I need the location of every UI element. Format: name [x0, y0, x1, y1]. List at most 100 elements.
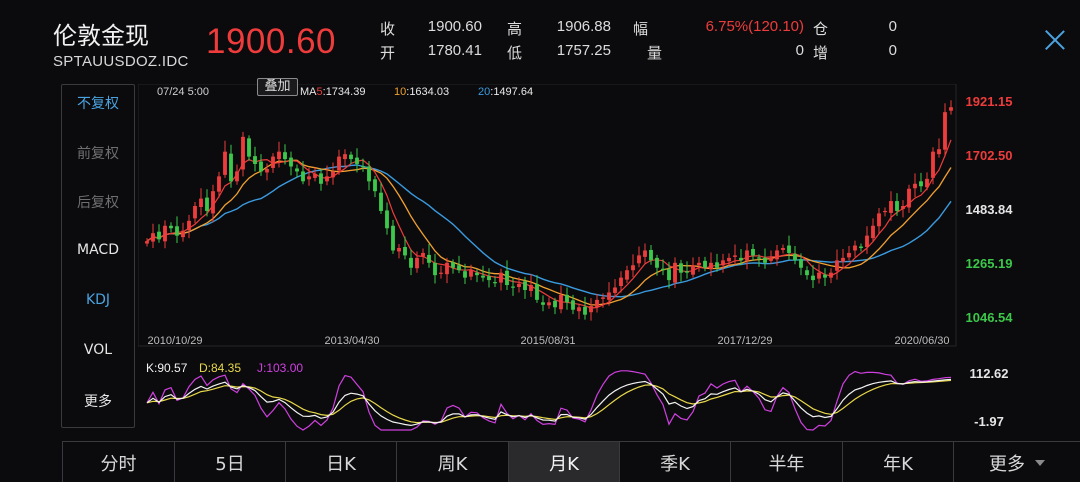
candle	[253, 146, 257, 172]
tab-yearly-k[interactable]: 年K	[842, 442, 953, 482]
kdj-tick-label: 112.62	[969, 366, 1008, 381]
menu-kdj[interactable]: KDJ	[85, 292, 111, 308]
ma10-value: 1634.03	[409, 86, 449, 98]
kdj-d-value: D:84.35	[199, 361, 241, 375]
candle	[277, 141, 281, 168]
candle	[553, 297, 557, 315]
candle	[943, 103, 947, 157]
tab-quarterly-k[interactable]: 季K	[619, 442, 730, 482]
candle	[877, 207, 881, 234]
candle	[427, 244, 431, 268]
candle	[589, 298, 593, 321]
menu-forward-adjust[interactable]: 前复权	[77, 146, 119, 162]
stat-change-value: 6.75%(120.10)	[705, 18, 804, 35]
stat-low-value: 1757.25	[556, 42, 611, 59]
price-tick-label: 1265.19	[966, 256, 1013, 271]
kdj-tick-label: -1.97	[974, 414, 1004, 429]
date-tick-label: 2020/06/30	[894, 335, 949, 347]
kdj-k-line	[146, 378, 952, 427]
tab-label: 更多	[989, 453, 1025, 475]
candle	[217, 171, 221, 198]
candle	[463, 263, 467, 285]
tab-monthly-k[interactable]: 月K	[508, 442, 619, 482]
candle	[355, 148, 359, 173]
kline-chart[interactable]: 07/24 5:00 MA5:1734.39 10:1634.03 20:149…	[137, 83, 1080, 434]
close-icon[interactable]	[1044, 29, 1066, 51]
candle	[685, 261, 689, 279]
candle	[775, 245, 779, 266]
menu-more[interactable]: 更多	[84, 394, 112, 410]
candle	[913, 173, 917, 198]
candle	[655, 254, 659, 276]
candle	[817, 264, 821, 284]
candle	[901, 200, 905, 218]
candle	[313, 167, 317, 182]
candle	[157, 224, 161, 243]
candle	[343, 149, 347, 167]
candle	[481, 265, 485, 282]
menu-vol[interactable]: VOL	[83, 342, 113, 358]
candle	[829, 268, 833, 284]
tab-more[interactable]: 更多	[953, 442, 1080, 482]
tab-5day[interactable]: 5日	[174, 442, 285, 482]
candle	[889, 191, 893, 221]
candle	[613, 279, 617, 296]
menu-no-adjust[interactable]: 不复权	[77, 96, 119, 112]
overlay-button[interactable]: 叠加	[257, 78, 298, 96]
candle	[469, 264, 473, 281]
tab-half-year[interactable]: 半年	[730, 442, 842, 482]
candle	[391, 219, 395, 254]
menu-backward-adjust[interactable]: 后复权	[77, 195, 119, 211]
stat-position-value: 0	[888, 18, 897, 35]
tab-intraday[interactable]: 分时	[62, 442, 174, 482]
stat-volume-value: 0	[795, 42, 804, 59]
candle	[823, 268, 827, 287]
candle	[451, 259, 455, 274]
candle	[709, 252, 713, 277]
kdj-j-line	[146, 370, 952, 431]
date-tick-label: 2010/10/29	[147, 335, 202, 347]
period-tabs: 分时 5日 日K 周K 月K 季K 半年 年K 更多	[62, 441, 1080, 482]
candle	[571, 294, 575, 315]
candle	[283, 144, 287, 165]
candle	[307, 167, 311, 186]
candle	[295, 164, 299, 178]
candle	[799, 253, 803, 276]
ma5-value: 1734.39	[326, 86, 366, 98]
candle	[169, 222, 173, 233]
candle	[205, 189, 209, 217]
candle	[697, 256, 701, 272]
tab-label: 半年	[768, 453, 805, 475]
candle	[511, 278, 515, 296]
candle	[367, 161, 371, 191]
candle	[415, 251, 419, 273]
tab-daily-k[interactable]: 日K	[285, 442, 396, 482]
candle	[439, 265, 443, 279]
stat-high-label: 高	[507, 20, 523, 38]
tab-label: 5日	[215, 453, 245, 475]
tab-label: 年K	[883, 453, 913, 475]
candle	[433, 253, 437, 284]
candle	[937, 138, 941, 158]
price-tick-label: 1483.84	[966, 202, 1014, 217]
candle	[181, 222, 185, 242]
menu-macd[interactable]: MACD	[77, 242, 119, 258]
tab-label: 日K	[326, 453, 356, 475]
candle	[745, 243, 749, 270]
candle	[883, 207, 887, 217]
tab-weekly-k[interactable]: 周K	[396, 442, 508, 482]
candle	[223, 140, 227, 178]
candle	[193, 202, 197, 224]
candle	[529, 274, 533, 297]
candle	[241, 131, 245, 177]
candle	[379, 182, 383, 214]
tab-label: 季K	[660, 453, 690, 475]
candle	[373, 175, 377, 198]
candle	[547, 297, 551, 309]
candle	[145, 238, 149, 247]
stat-close-label: 收	[380, 20, 396, 38]
candle	[421, 248, 425, 265]
candle	[649, 245, 653, 265]
candle	[643, 243, 647, 265]
ma20-value: 1497.64	[493, 86, 533, 98]
